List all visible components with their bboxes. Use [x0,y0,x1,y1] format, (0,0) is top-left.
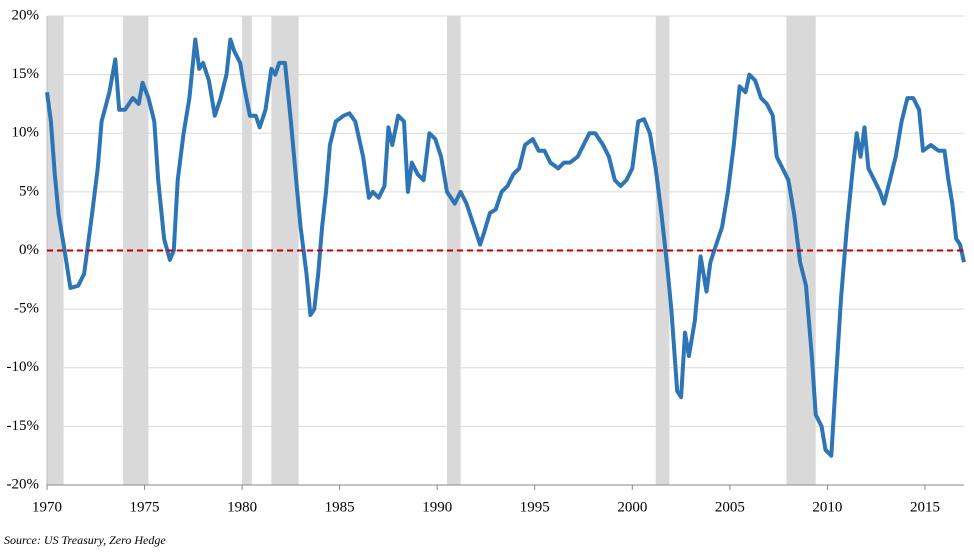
x-tick-label: 2010 [812,499,842,515]
x-tick-label: 2005 [715,499,745,515]
x-tick-label: 1980 [227,499,257,515]
y-tick-label: -20% [7,476,40,492]
x-tick-label: 1990 [422,499,452,515]
x-tick-label: 1995 [520,499,550,515]
x-tick-label: 1970 [32,499,62,515]
data-line [45,37,966,458]
y-tick-label: 5% [19,183,39,199]
x-tick-label: 1985 [325,499,355,515]
y-tick-label: -15% [7,418,40,434]
y-tick-label: 15% [12,66,40,82]
y-tick-label: 20% [12,7,40,23]
x-tick-label: 2000 [617,499,647,515]
x-tick-label: 1975 [130,499,160,515]
y-tick-label: 0% [19,242,39,258]
y-tick-label: -5% [14,301,39,317]
y-tick-label: 10% [12,125,40,141]
source-note: Source: US Treasury, Zero Hedge [4,533,166,547]
x-tick-label: 2015 [910,499,940,515]
y-tick-label: -10% [7,359,40,375]
